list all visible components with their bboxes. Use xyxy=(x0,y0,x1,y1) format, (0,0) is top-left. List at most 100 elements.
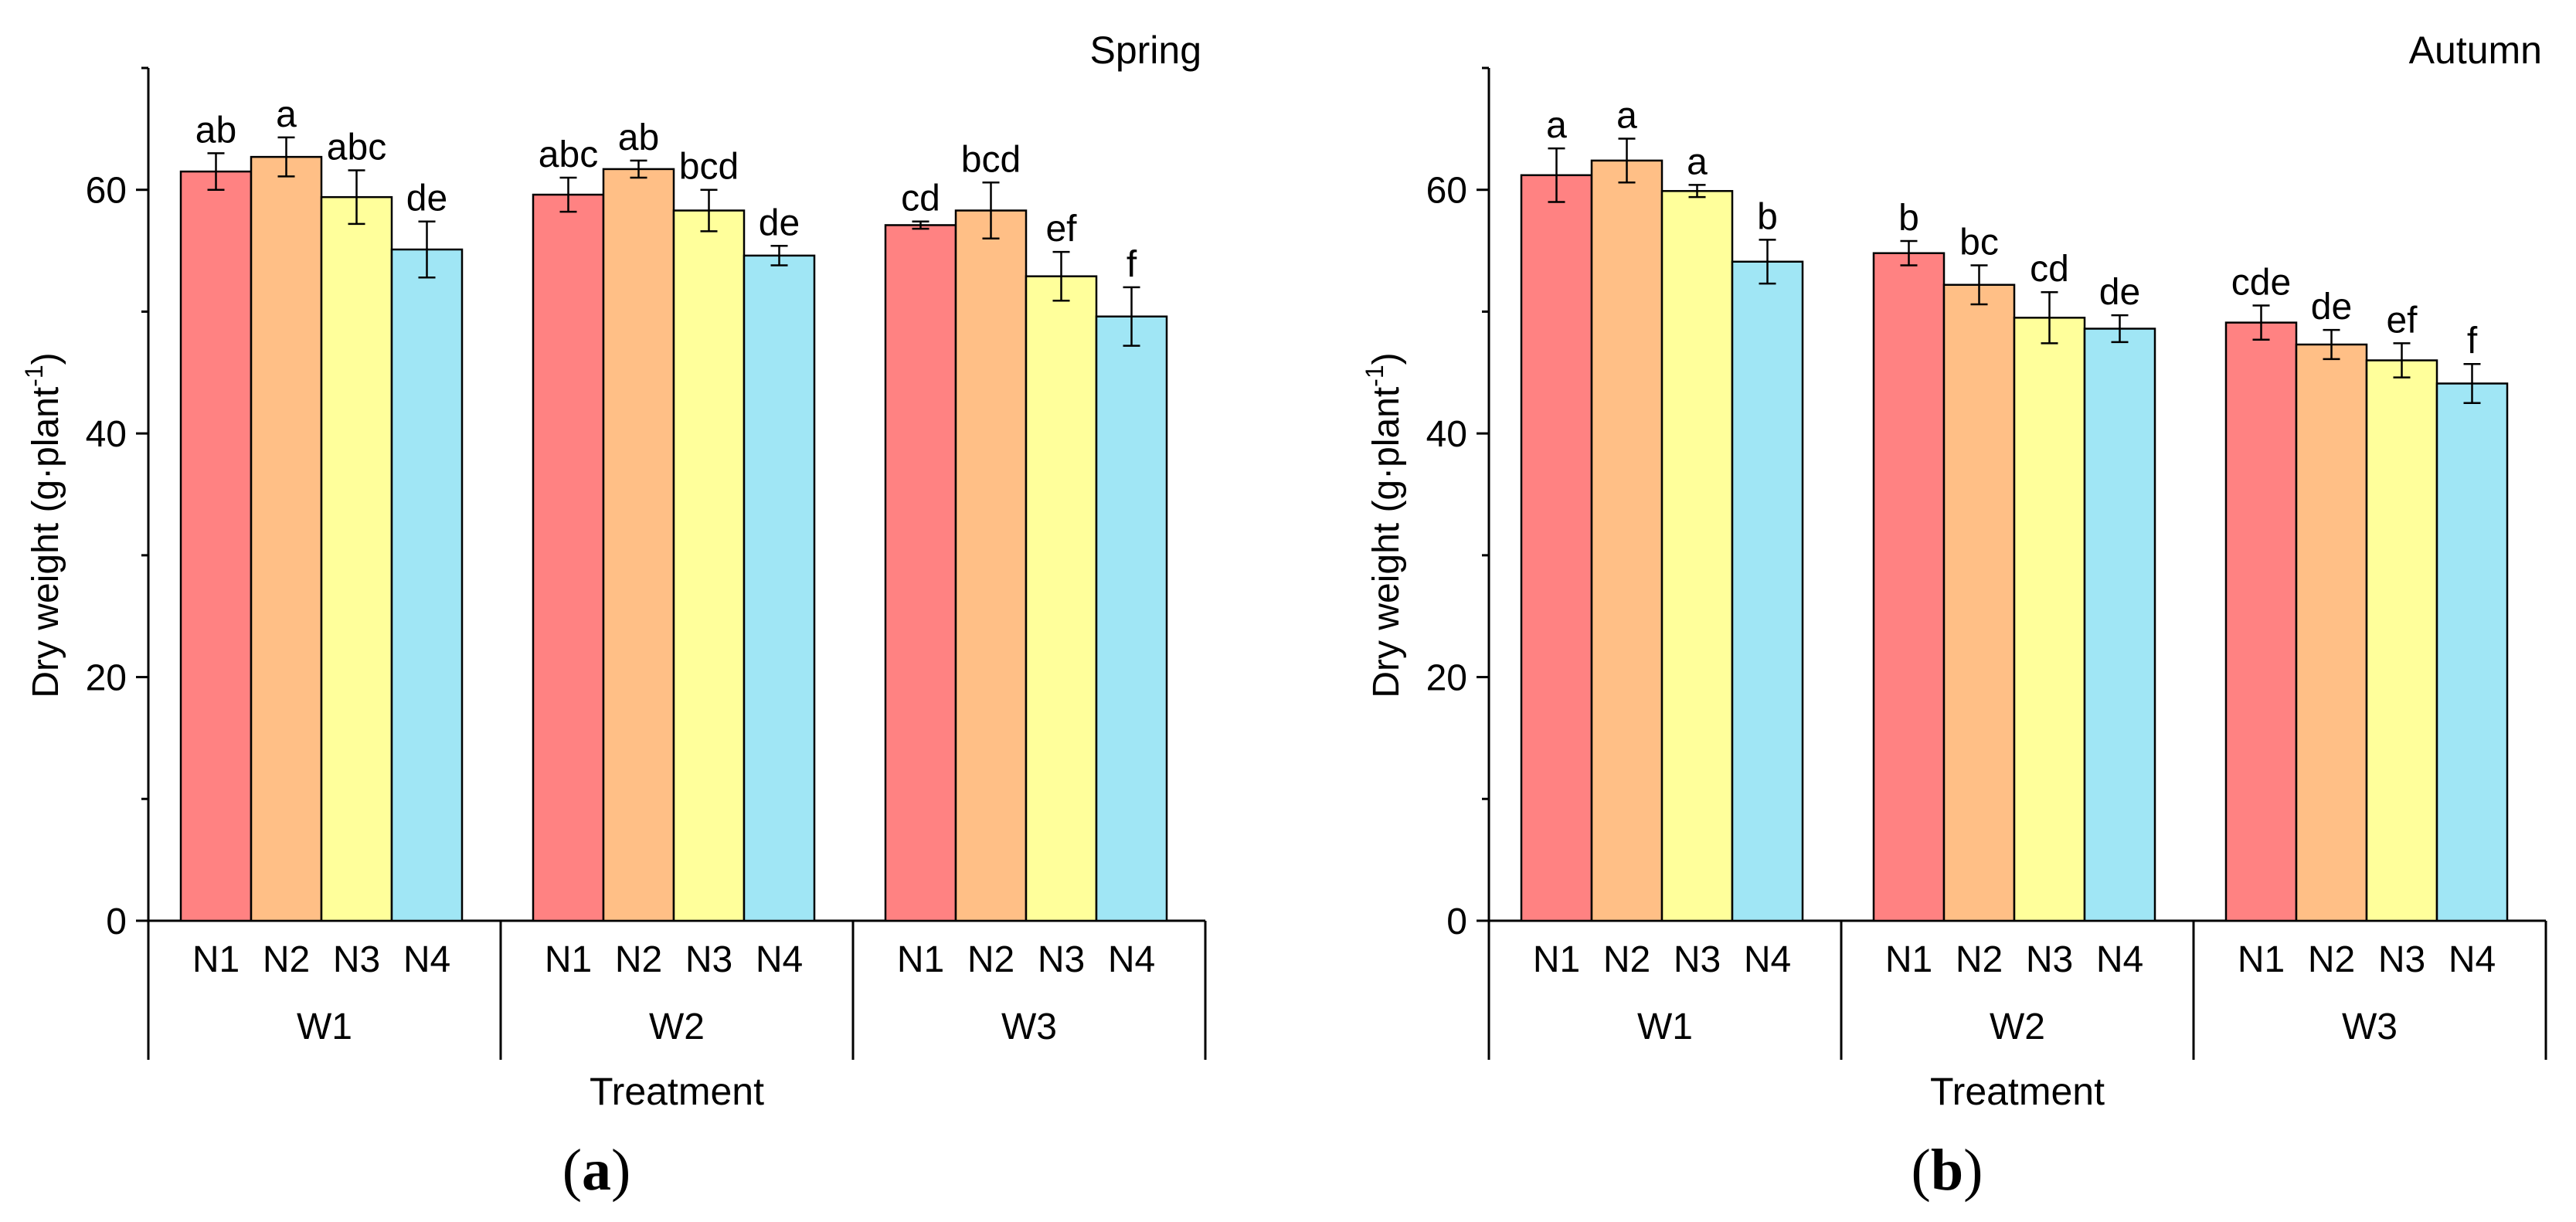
group-label: W2 xyxy=(1990,1006,2045,1047)
category-label: N3 xyxy=(1674,939,1721,980)
y-axis-label-sup: -1 xyxy=(20,365,48,386)
significance-letter: cd xyxy=(901,178,940,219)
y-axis-label-sup: -1 xyxy=(1361,365,1388,386)
bar-W2-N1 xyxy=(532,193,605,922)
significance-letter: a xyxy=(1687,141,1708,182)
group-label: W3 xyxy=(2342,1006,2398,1047)
bar-W3-N4 xyxy=(2435,382,2509,922)
y-axis-label: Dry weight (g·plant-1) xyxy=(1361,352,1407,698)
category-label: N4 xyxy=(2449,939,2496,980)
chart-panel-a: 0 20 40 60 Dry weight (g·plant-1) Spring W1 ab N… xyxy=(20,29,1207,1203)
y-tick-label: 0 xyxy=(1446,901,1467,942)
significance-letter: a xyxy=(1546,105,1567,146)
group-label: W1 xyxy=(1637,1006,1693,1047)
category-label: N1 xyxy=(1885,939,1932,980)
category-label: N2 xyxy=(2308,939,2355,980)
x-axis-label: Treatment xyxy=(1930,1070,2105,1113)
panel-label-letter: a xyxy=(582,1138,611,1203)
category-label: N2 xyxy=(1956,939,2003,980)
significance-letter: cd xyxy=(2030,249,2069,290)
significance-letter: ab xyxy=(618,117,659,158)
category-label: N4 xyxy=(2096,939,2143,980)
y-tick-label: 20 xyxy=(1426,658,1467,699)
significance-letter: f xyxy=(1127,244,1137,285)
significance-letter: bcd xyxy=(679,147,739,188)
significance-letter: ef xyxy=(2386,300,2418,341)
group-label: W1 xyxy=(297,1006,352,1047)
bar-W1-N3 xyxy=(320,195,393,922)
bar-W1-N1 xyxy=(1520,174,1593,922)
category-label: N3 xyxy=(1038,939,1085,980)
group-label: W2 xyxy=(649,1006,705,1047)
category-label: N1 xyxy=(545,939,592,980)
y-tick-label: 20 xyxy=(86,658,127,699)
bar-W3-N4 xyxy=(1095,315,1168,922)
category-label: N3 xyxy=(2378,939,2425,980)
bar-W1-N1 xyxy=(179,170,253,922)
category-label: N4 xyxy=(756,939,803,980)
category-label: N2 xyxy=(263,939,310,980)
significance-letter: de xyxy=(2311,287,2352,328)
bar-W2-N3 xyxy=(2013,317,2086,922)
significance-letter: a xyxy=(276,94,297,135)
significance-letter: de xyxy=(2099,272,2140,313)
significance-letter: abc xyxy=(539,134,598,175)
y-tick-label: 0 xyxy=(106,901,127,942)
bar-W3-N2 xyxy=(2295,343,2368,922)
y-axis-label-close: ) xyxy=(1366,352,1407,365)
y-axis-label-close: ) xyxy=(25,352,66,365)
bar-W2-N2 xyxy=(602,168,675,922)
significance-letter: cde xyxy=(2231,263,2291,304)
significance-letter: abc xyxy=(327,127,386,168)
significance-letter: de xyxy=(406,178,447,219)
bar-W2-N4 xyxy=(2083,328,2156,922)
y-axis-label: Dry weight (g·plant-1) xyxy=(20,352,66,698)
category-label: N3 xyxy=(2026,939,2073,980)
y-tick-label: 60 xyxy=(1426,171,1467,212)
bar-W2-N2 xyxy=(1942,283,2016,922)
y-tick-label: 40 xyxy=(1426,414,1467,455)
significance-letter: a xyxy=(1616,95,1637,136)
bar-W1-N2 xyxy=(1590,159,1664,922)
significance-letter: de xyxy=(759,202,800,243)
bar-W1-N4 xyxy=(1731,260,1804,922)
group-label: W3 xyxy=(1001,1006,1057,1047)
bar-W2-N1 xyxy=(1872,252,1946,922)
category-label: N2 xyxy=(967,939,1014,980)
y-tick-label: 40 xyxy=(86,414,127,455)
bar-W1-N3 xyxy=(1660,190,1734,922)
bar-W3-N1 xyxy=(884,224,957,922)
category-label: N1 xyxy=(1533,939,1580,980)
bar-W3-N1 xyxy=(2224,321,2298,922)
category-label: N4 xyxy=(403,939,450,980)
bar-W2-N4 xyxy=(743,254,816,922)
y-axis-label-main: Dry weight (g·plant xyxy=(25,387,66,698)
significance-letter: bc xyxy=(1959,222,1999,263)
significance-letter: bcd xyxy=(961,139,1021,180)
chart-panel-b: 0 20 40 60 Dry weight (g·plant-1) Autumn W1 a N1… xyxy=(1361,29,2547,1203)
season-title: Autumn xyxy=(2409,29,2542,72)
y-tick-label: 60 xyxy=(86,171,127,212)
bar-W3-N3 xyxy=(2365,359,2438,922)
x-axis-label: Treatment xyxy=(590,1070,764,1113)
significance-letter: ab xyxy=(195,110,236,151)
significance-letter: f xyxy=(2467,321,2478,362)
significance-letter: b xyxy=(1898,198,1919,239)
category-label: N1 xyxy=(2238,939,2285,980)
bar-W3-N3 xyxy=(1025,275,1098,922)
bar-W2-N3 xyxy=(672,209,746,922)
bar-W1-N4 xyxy=(390,248,464,922)
category-label: N4 xyxy=(1108,939,1155,980)
category-label: N3 xyxy=(333,939,380,980)
y-axis-label-main: Dry weight (g·plant xyxy=(1366,387,1407,698)
significance-letter: b xyxy=(1757,196,1778,237)
category-label: N2 xyxy=(1603,939,1650,980)
category-label: N1 xyxy=(897,939,944,980)
significance-letter: ef xyxy=(1045,209,1077,249)
panel-label: (b) xyxy=(1912,1138,1983,1203)
category-label: N3 xyxy=(685,939,732,980)
bar-W1-N2 xyxy=(250,155,323,922)
panel-label-letter: b xyxy=(1931,1138,1963,1203)
season-title: Spring xyxy=(1089,29,1201,72)
